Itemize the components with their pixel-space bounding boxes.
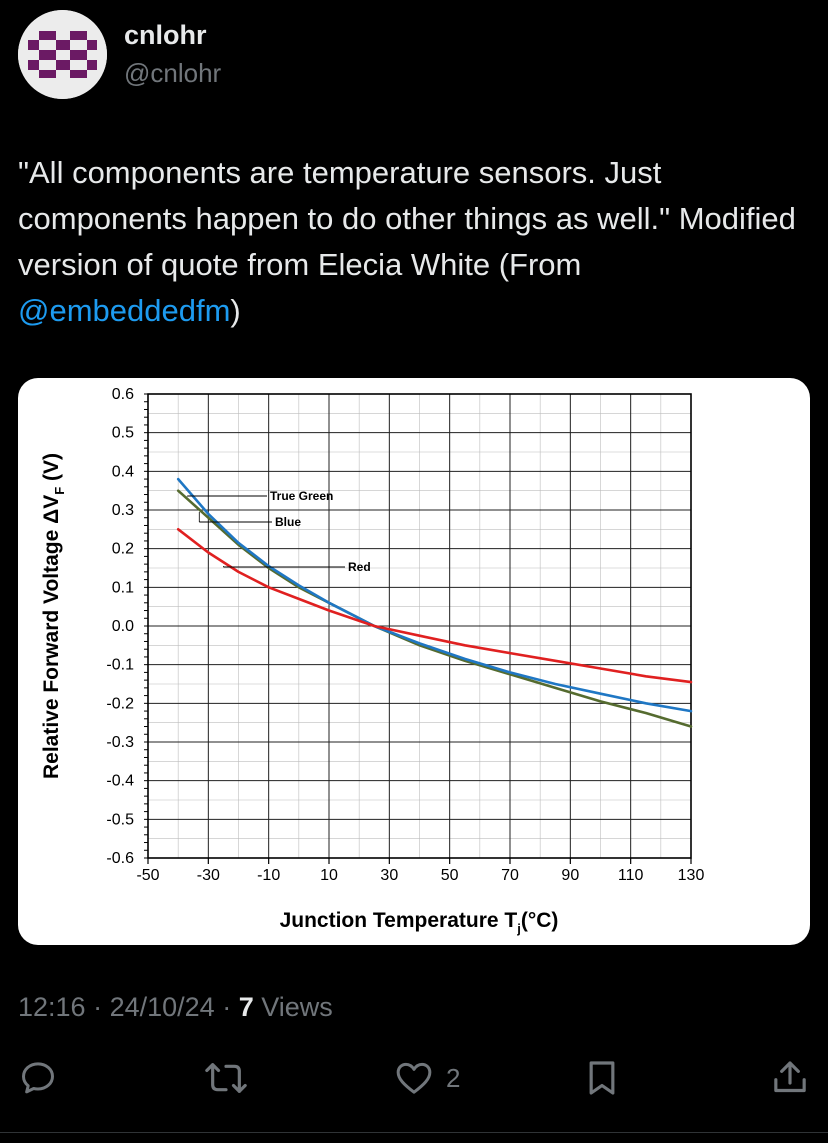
series-line-red xyxy=(176,528,693,684)
y-tick-label: -0.5 xyxy=(106,811,134,828)
y-axis-label: Relative Forward Voltage ΔVF (V) xyxy=(40,453,67,779)
user-handle[interactable]: @cnlohr xyxy=(124,58,222,88)
mention-link[interactable]: @embeddedfm xyxy=(18,293,231,328)
repost-button[interactable] xyxy=(204,1058,248,1098)
display-name[interactable]: cnlohr xyxy=(124,20,207,50)
views-label: Views xyxy=(253,992,333,1022)
y-tick-label: -0.1 xyxy=(106,657,134,674)
meta-separator: · xyxy=(214,992,239,1022)
y-tick-label: -0.6 xyxy=(106,850,134,867)
like-count: 2 xyxy=(446,1062,461,1093)
y-tick-label: 0.3 xyxy=(112,502,134,519)
tweet-date[interactable]: 24/10/24 xyxy=(109,992,215,1022)
x-tick-label: 110 xyxy=(618,867,644,884)
like-button[interactable]: 2 xyxy=(394,1058,460,1098)
y-tick-label: 0.4 xyxy=(112,463,134,480)
view-count: 7 xyxy=(238,992,254,1022)
series-label: True Green xyxy=(270,489,333,503)
bookmark-button[interactable] xyxy=(582,1058,622,1098)
x-tick-label: 30 xyxy=(380,867,398,884)
avatar[interactable] xyxy=(18,10,107,99)
forward-voltage-chart: -50 -30 -10 10 30 50 70 90 110 130 0.6 0.5 0.4 0.3 0.2… xyxy=(40,386,705,936)
reply-icon xyxy=(22,1062,54,1094)
share-button[interactable] xyxy=(770,1058,810,1098)
x-tick-label: 10 xyxy=(320,867,338,884)
x-tick-label: -30 xyxy=(197,867,220,884)
divider xyxy=(0,1132,828,1133)
tweet-text-body: "All components are temperature sensors.… xyxy=(18,155,796,282)
x-axis-label: Junction Temperature Tj(°C) xyxy=(280,909,559,936)
x-tick-label: -10 xyxy=(257,867,280,884)
series-label: Blue xyxy=(275,515,301,529)
series-line-true-green xyxy=(176,489,693,728)
tweet-text-end: ) xyxy=(230,293,241,328)
reply-button[interactable] xyxy=(18,1058,58,1098)
tweet-text: "All components are temperature sensors.… xyxy=(18,150,808,334)
y-tick-label: 0.2 xyxy=(112,541,134,558)
x-tick-label: 50 xyxy=(441,867,459,884)
repost-icon xyxy=(205,1063,247,1093)
y-tick-label: -0.3 xyxy=(106,734,134,751)
avatar-pattern-icon xyxy=(18,10,107,99)
x-tick-label: 130 xyxy=(678,867,705,884)
bookmark-icon xyxy=(589,1061,615,1095)
x-tick-label: 90 xyxy=(561,867,579,884)
y-tick-label: 0.0 xyxy=(112,618,134,635)
share-icon xyxy=(774,1061,806,1093)
heart-icon xyxy=(396,1062,432,1094)
meta-separator: · xyxy=(85,992,110,1022)
y-tick-label: -0.4 xyxy=(106,773,134,790)
y-tick-label: 0.1 xyxy=(112,579,134,596)
y-tick-label: 0.6 xyxy=(112,386,134,403)
x-tick-label: -50 xyxy=(136,867,159,884)
tweet-time[interactable]: 12:16 xyxy=(18,992,86,1022)
y-tick-label: 0.5 xyxy=(112,425,134,442)
x-tick-label: 70 xyxy=(501,867,519,884)
tweet-meta: 12:16 · 24/10/24 · 7 Views xyxy=(18,992,333,1023)
y-tick-label: -0.2 xyxy=(106,695,134,712)
tweet-image[interactable]: -50 -30 -10 10 30 50 70 90 110 130 0.6 0.5 0.4 0.3 0.2… xyxy=(18,378,810,945)
series-label: Red xyxy=(348,560,371,574)
series-line-blue xyxy=(176,477,693,713)
